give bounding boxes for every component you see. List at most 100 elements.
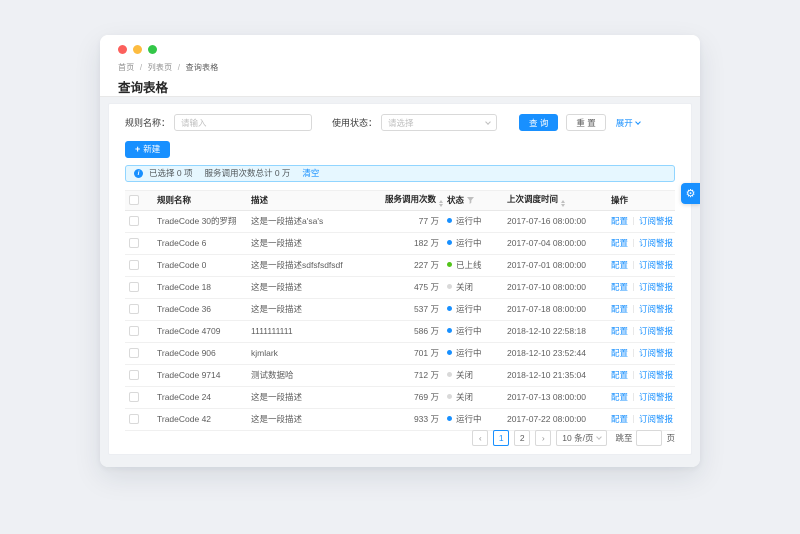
search-button[interactable]: 查 询 xyxy=(519,114,559,131)
prev-page-button[interactable]: ‹ xyxy=(472,430,489,446)
settings-gear-button[interactable]: ⚙ xyxy=(681,183,700,204)
subscribe-alert-link[interactable]: 订阅警报 xyxy=(639,216,674,226)
breadcrumb-home[interactable]: 首页 xyxy=(118,63,135,72)
subscribe-alert-link[interactable]: 订阅警报 xyxy=(639,348,674,358)
subscribe-alert-link[interactable]: 订阅警报 xyxy=(639,326,674,336)
status-dot xyxy=(447,328,452,333)
page-2-button[interactable]: 2 xyxy=(514,430,531,446)
status-cell: 运行中 xyxy=(443,342,503,365)
clear-selection-link[interactable]: 清空 xyxy=(302,168,320,178)
minimize-window-button[interactable] xyxy=(133,45,142,54)
row-checkbox[interactable] xyxy=(129,326,139,337)
status-text: 运行中 xyxy=(456,304,482,314)
row-checkbox[interactable] xyxy=(129,392,139,403)
action-divider xyxy=(633,261,635,269)
row-checkbox[interactable] xyxy=(129,238,139,249)
filter-icon[interactable] xyxy=(467,197,475,204)
checkbox-cell xyxy=(125,386,153,409)
column-header-updated-time[interactable]: 上次调度时间 xyxy=(503,189,607,211)
updated-time-cell: 2018-12-10 21:35:04 xyxy=(503,364,607,387)
gear-icon: ⚙ xyxy=(685,188,696,200)
page-size-value: 10 条/页 xyxy=(562,433,594,443)
row-checkbox[interactable] xyxy=(129,260,139,271)
column-header-call-count[interactable]: 服务调用次数 xyxy=(381,189,443,211)
configure-link[interactable]: 配置 xyxy=(611,370,629,380)
column-label: 描述 xyxy=(251,195,269,205)
subscribe-alert-link[interactable]: 订阅警报 xyxy=(639,414,674,424)
expand-link-label: 展开 xyxy=(615,117,633,128)
configure-link[interactable]: 配置 xyxy=(611,238,629,248)
table-row[interactable]: TradeCode 0 这是一段描述sdfsfsdfsdf 227 万 已上线 … xyxy=(125,254,675,277)
column-header-status[interactable]: 状态 xyxy=(443,189,503,211)
row-checkbox[interactable] xyxy=(129,304,139,315)
status-cell: 关闭 xyxy=(443,386,503,409)
table-row[interactable]: TradeCode 906 kjmlark 701 万 运行中 2018-12-… xyxy=(125,342,675,365)
row-checkbox[interactable] xyxy=(129,348,139,359)
subscribe-alert-link[interactable]: 订阅警报 xyxy=(639,392,674,402)
configure-link[interactable]: 配置 xyxy=(611,392,629,402)
configure-link[interactable]: 配置 xyxy=(611,216,629,226)
call-count-cell: 227 万 xyxy=(381,254,443,277)
checkbox-cell xyxy=(125,210,153,233)
actions-cell: 配置 订阅警报 xyxy=(607,210,675,233)
breadcrumb-list-page[interactable]: 列表页 xyxy=(147,63,173,72)
subscribe-alert-link[interactable]: 订阅警报 xyxy=(639,282,674,292)
rule-name-input[interactable] xyxy=(174,114,313,131)
subscribe-alert-link[interactable]: 订阅警报 xyxy=(639,304,674,314)
table-row[interactable]: TradeCode 24 这是一段描述 769 万 关闭 2017-07-13 … xyxy=(125,386,675,409)
table-row[interactable]: TradeCode 18 这是一段描述 475 万 关闭 2017-07-10 … xyxy=(125,276,675,299)
table-row[interactable]: TradeCode 6 这是一段描述 182 万 运行中 2017-07-04 … xyxy=(125,232,675,255)
table-row[interactable]: TradeCode 36 这是一段描述 537 万 运行中 2017-07-18… xyxy=(125,298,675,321)
subscribe-alert-link[interactable]: 订阅警报 xyxy=(639,260,674,270)
rule-name-cell: TradeCode 18 xyxy=(153,276,247,299)
description-cell: 这是一段描述 xyxy=(247,386,381,409)
sort-icon[interactable] xyxy=(439,200,443,207)
configure-link[interactable]: 配置 xyxy=(611,260,629,270)
page-size-select[interactable]: 10 条/页 xyxy=(556,430,608,446)
configure-link[interactable]: 配置 xyxy=(611,326,629,336)
status-cell: 已上线 xyxy=(443,254,503,277)
jump-page-input[interactable] xyxy=(636,430,663,446)
maximize-window-button[interactable] xyxy=(148,45,157,54)
row-checkbox[interactable] xyxy=(129,414,139,425)
expand-link[interactable]: 展开 xyxy=(615,117,641,129)
sort-icon[interactable] xyxy=(561,200,566,207)
status-text: 运行中 xyxy=(456,414,482,424)
configure-link[interactable]: 配置 xyxy=(611,304,629,314)
rule-name-cell: TradeCode 42 xyxy=(153,408,247,431)
next-page-button[interactable]: › xyxy=(535,430,552,446)
configure-link[interactable]: 配置 xyxy=(611,348,629,358)
rule-name-cell: TradeCode 24 xyxy=(153,386,247,409)
checkbox-cell xyxy=(125,408,153,431)
subscribe-alert-link[interactable]: 订阅警报 xyxy=(639,238,674,248)
status-dot xyxy=(447,372,452,377)
actions-cell: 配置 订阅警报 xyxy=(607,232,675,255)
table-row[interactable]: TradeCode 4709 1111111111 586 万 运行中 2018… xyxy=(125,320,675,343)
status-cell: 运行中 xyxy=(443,320,503,343)
table-row[interactable]: TradeCode 42 这是一段描述 933 万 运行中 2017-07-22… xyxy=(125,408,675,431)
status-cell: 运行中 xyxy=(443,210,503,233)
table-row[interactable]: TradeCode 9714 测试数据哈 712 万 关闭 2018-12-10… xyxy=(125,364,675,387)
close-window-button[interactable] xyxy=(118,45,127,54)
description-cell: kjmlark xyxy=(247,342,381,365)
row-checkbox[interactable] xyxy=(129,370,139,381)
action-divider xyxy=(633,305,635,313)
configure-link[interactable]: 配置 xyxy=(611,414,629,424)
new-button[interactable]: + 新建 xyxy=(125,140,171,158)
status-select[interactable]: 请选择 xyxy=(381,114,498,131)
actions-cell: 配置 订阅警报 xyxy=(607,254,675,277)
row-checkbox[interactable] xyxy=(129,216,139,227)
page-1-button[interactable]: 1 xyxy=(493,430,510,446)
row-checkbox[interactable] xyxy=(129,282,139,293)
status-text: 运行中 xyxy=(456,238,482,248)
actions-cell: 配置 订阅警报 xyxy=(607,298,675,321)
table-row[interactable]: TradeCode 30的罗翔 这是一段描述a'sa's 77 万 运行中 20… xyxy=(125,210,675,233)
subscribe-alert-link[interactable]: 订阅警报 xyxy=(639,370,674,380)
status-dot xyxy=(447,262,452,267)
configure-link[interactable]: 配置 xyxy=(611,282,629,292)
select-all-checkbox[interactable] xyxy=(129,195,139,206)
info-icon: i xyxy=(134,168,143,178)
status-select-value: 请选择 xyxy=(388,117,414,128)
reset-button[interactable]: 重 置 xyxy=(566,114,606,131)
